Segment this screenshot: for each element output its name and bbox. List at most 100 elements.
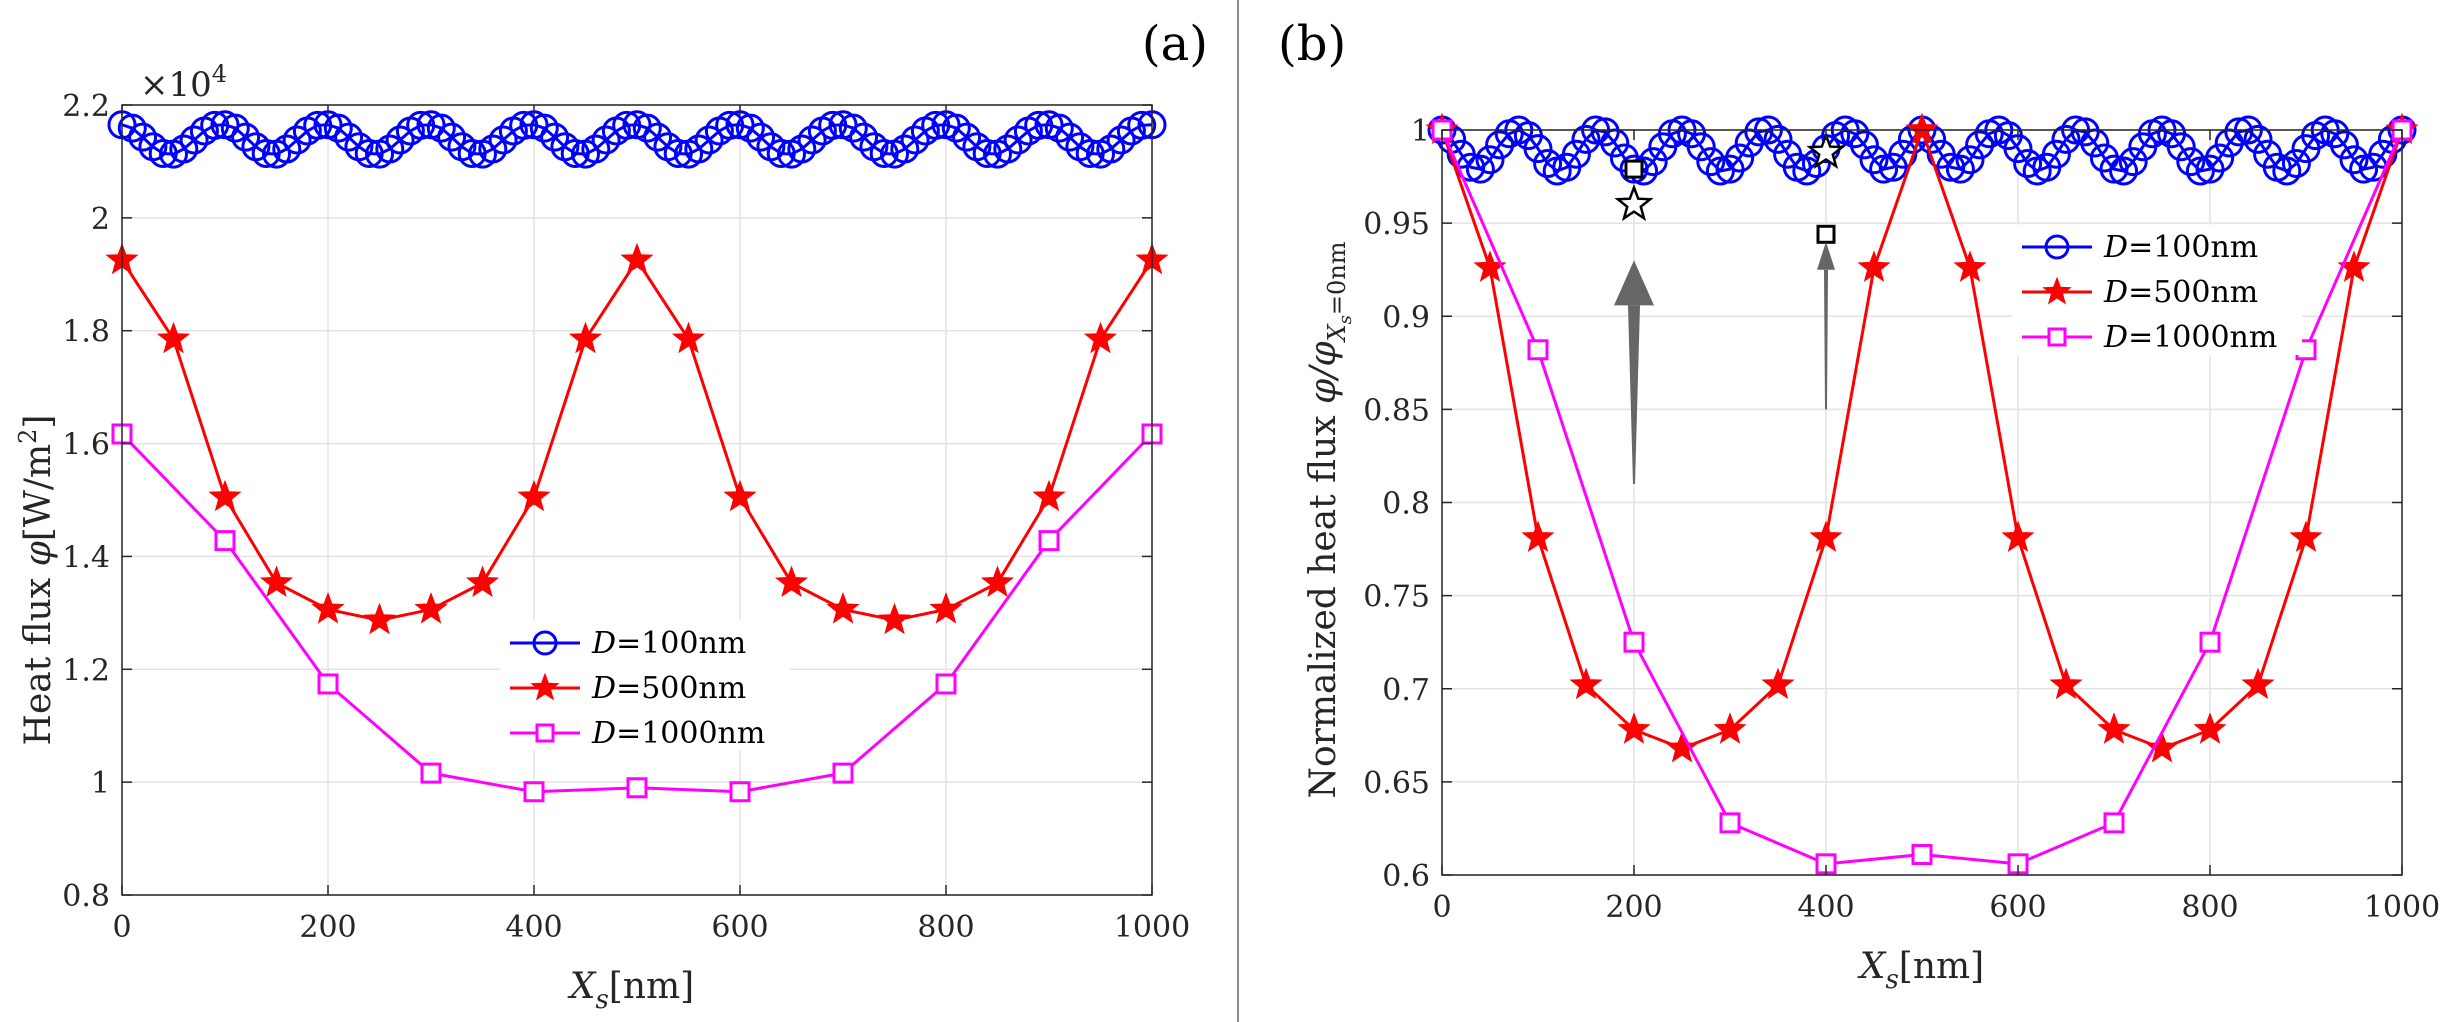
data-point <box>643 122 673 152</box>
data-point <box>1096 134 1126 164</box>
data-point <box>1083 321 1118 354</box>
data-point <box>787 134 817 164</box>
data-point <box>900 125 930 155</box>
x-tick-label: 600 <box>1989 890 2046 925</box>
data-point <box>694 125 724 155</box>
data-point <box>2099 154 2129 184</box>
data-point <box>1719 812 1741 834</box>
data-point <box>890 134 920 164</box>
data-point <box>1905 112 1939 145</box>
data-point <box>612 110 642 140</box>
data-point <box>375 134 405 164</box>
data-point <box>2349 154 2379 184</box>
data-point <box>2241 667 2275 700</box>
data-point <box>148 139 178 169</box>
data-point <box>2118 147 2148 177</box>
data-point <box>684 134 714 164</box>
data-point <box>420 762 442 784</box>
data-point <box>2339 145 2369 175</box>
data-point <box>156 321 191 354</box>
data-point <box>1744 117 1774 147</box>
data-point <box>2145 730 2179 763</box>
series-circle-a <box>107 110 1167 169</box>
axes-box <box>121 104 1153 896</box>
legend-b-item-1: D=100nm <box>2022 230 2258 265</box>
y-tick-label: 0.65 <box>1363 766 1430 801</box>
data-point <box>1619 154 1649 184</box>
data-point <box>231 122 261 152</box>
data-point <box>488 125 518 155</box>
svg-text:D=500nm: D=500nm <box>591 671 746 706</box>
data-point <box>282 125 312 155</box>
data-point <box>2041 139 2071 169</box>
data-point <box>929 592 963 624</box>
data-point <box>2049 667 2083 700</box>
data-point <box>317 673 339 695</box>
data-point <box>1888 139 1918 169</box>
data-point <box>323 113 353 143</box>
data-point <box>334 122 364 152</box>
y-tick-label: 0.7 <box>1382 673 1430 708</box>
data-point <box>869 139 899 169</box>
panel-a-legend: D=100nm D=500nm D=1000nm <box>500 620 790 751</box>
annotation-square <box>1816 224 1836 244</box>
legend-a-item-3: D=1000nm <box>510 716 765 751</box>
x-tick-label: 200 <box>299 910 356 945</box>
data-point <box>1686 132 1716 162</box>
data-point <box>952 122 982 152</box>
data-point <box>935 673 957 695</box>
x-tick-label: 1000 <box>2364 890 2440 925</box>
chart-panel-a: (a) ×104 Heat flux φ[W/m2] Xs[nm] 0 200 40… <box>14 16 1208 1015</box>
panel-a-ylabel: Heat flux φ[W/m2] <box>14 415 59 746</box>
x-tick-label: 600 <box>711 910 768 945</box>
data-point <box>941 113 971 143</box>
data-point <box>1761 667 1795 700</box>
data-point <box>1945 154 1975 184</box>
legend-b-item-3: D=1000nm <box>2022 320 2277 355</box>
data-point <box>591 125 621 155</box>
data-point <box>1038 530 1060 552</box>
data-point <box>632 113 662 143</box>
panel-a-xlabel: Xs[nm] <box>567 966 694 1015</box>
data-point <box>179 125 209 155</box>
y-tick-label: 1.4 <box>62 540 110 575</box>
data-point <box>1561 139 1591 169</box>
panel-b-legend: D=100nm D=500nm D=1000nm <box>2012 225 2302 355</box>
data-point <box>921 110 951 140</box>
y-tick-label: 2.2 <box>62 89 110 124</box>
data-point <box>208 479 242 512</box>
data-point <box>540 122 570 152</box>
data-point <box>214 530 236 552</box>
data-point <box>272 134 302 164</box>
x-tick-label: 1000 <box>1114 910 1190 945</box>
data-point <box>1911 844 1933 866</box>
data-point <box>311 592 345 624</box>
svg-text:D=500nm: D=500nm <box>2103 275 2258 310</box>
data-point <box>1044 113 1074 143</box>
data-point <box>1003 125 1033 155</box>
data-point <box>406 110 436 140</box>
data-point <box>517 479 551 512</box>
data-point <box>478 134 508 164</box>
annotation-arrow <box>1614 260 1654 484</box>
data-point <box>1725 143 1755 173</box>
data-point <box>1665 730 1699 763</box>
data-point <box>457 139 487 169</box>
panel-a-label: (a) <box>1142 16 1208 72</box>
data-point <box>766 139 796 169</box>
data-point <box>529 113 559 143</box>
y-tick-label: 2 <box>91 202 110 237</box>
data-point <box>509 110 539 140</box>
data-point <box>385 125 415 155</box>
y-tick-label: 0.9 <box>1382 300 1430 335</box>
x-tick-label: 0 <box>112 910 131 945</box>
data-point <box>826 592 860 624</box>
series-star-a <box>105 242 1169 635</box>
data-point <box>2243 124 2273 154</box>
annotation-square <box>1624 159 1644 179</box>
data-point <box>1792 156 1822 186</box>
x-tick-label: 800 <box>2181 890 2238 925</box>
panel-b-label: (b) <box>1278 16 1346 72</box>
data-point <box>2109 156 2139 186</box>
data-point <box>972 139 1002 169</box>
